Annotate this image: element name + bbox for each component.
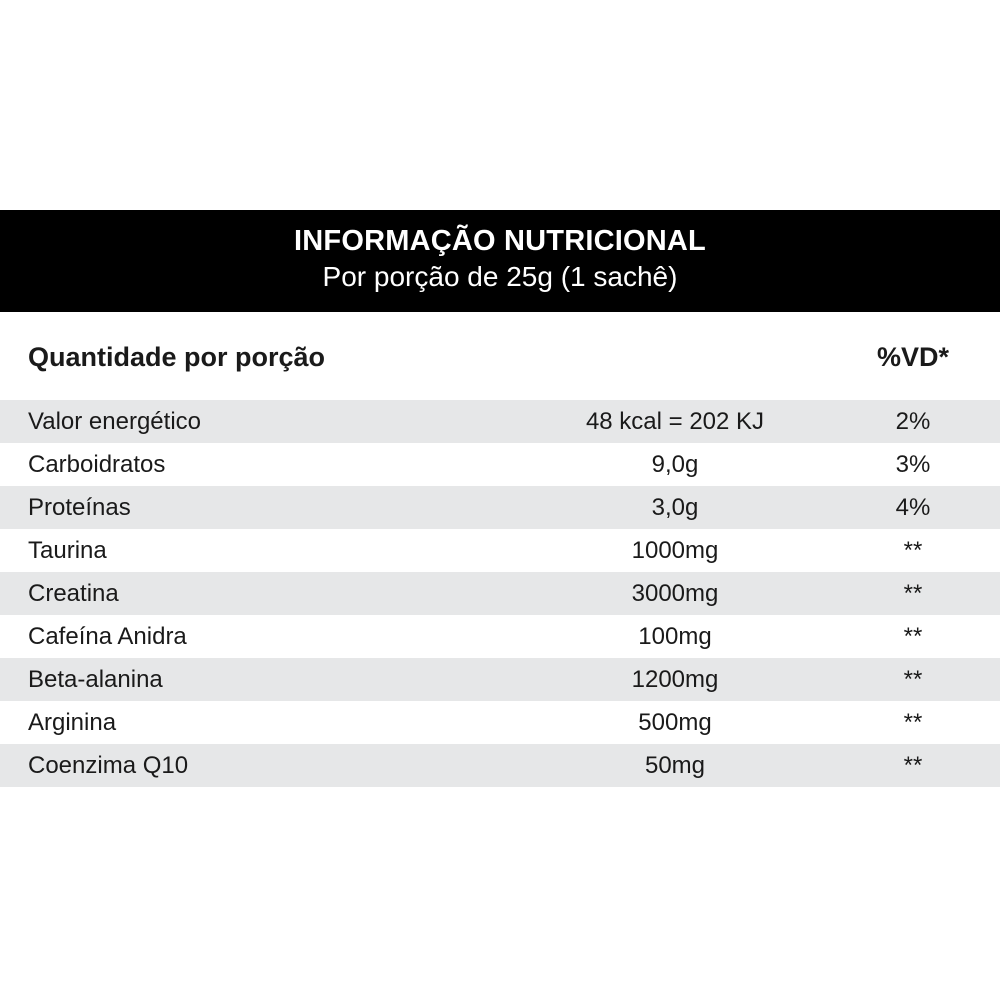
nutrient-name: Cafeína Anidra (28, 623, 187, 650)
table-row: Carboidratos 9,0g 3% (0, 443, 1000, 486)
nutrient-daily-value: ** (903, 580, 923, 607)
nutrient-amount: 9,0g (651, 451, 699, 478)
nutrient-amount: 3,0g (651, 494, 699, 521)
table-row: Coenzima Q10 50mg ** (0, 744, 1000, 787)
serving-size: Por porção de 25g (1 sachê) (322, 261, 678, 292)
nutrient-amount: 500mg (638, 709, 712, 736)
nutrient-daily-value: ** (903, 623, 923, 650)
nutrient-name: Taurina (28, 537, 107, 564)
nutrient-amount: 3000mg (631, 580, 719, 607)
column-header-quantity: Quantidade por porção (28, 342, 326, 372)
nutrient-daily-value: ** (903, 752, 923, 779)
table-row: Proteínas 3,0g 4% (0, 486, 1000, 529)
nutrient-daily-value: 4% (895, 494, 931, 521)
nutrient-amount: 100mg (638, 623, 712, 650)
nutrient-name: Arginina (28, 709, 117, 736)
nutrient-daily-value: 2% (895, 408, 931, 435)
nutrient-name: Beta-alanina (28, 666, 163, 693)
nutrient-name: Carboidratos (28, 451, 166, 478)
nutrition-title: INFORMAÇÃO NUTRICIONAL (294, 225, 706, 257)
nutrient-name: Proteínas (28, 494, 131, 521)
column-header-daily-value: %VD* (876, 342, 950, 372)
table-row: Arginina 500mg ** (0, 701, 1000, 744)
table-row: Valor energético 48 kcal = 202 KJ 2% (0, 400, 1000, 443)
nutrient-name: Creatina (28, 580, 119, 607)
nutrient-daily-value: ** (903, 709, 923, 736)
table-row: Cafeína Anidra 100mg ** (0, 615, 1000, 658)
nutrient-table: Valor energético 48 kcal = 202 KJ 2% Car… (0, 400, 1000, 787)
nutrient-name: Valor energético (28, 408, 201, 435)
nutrition-facts-panel: INFORMAÇÃO NUTRICIONAL Por porção de 25g… (0, 210, 1000, 787)
table-row: Beta-alanina 1200mg ** (0, 658, 1000, 701)
nutrient-daily-value: ** (903, 537, 923, 564)
nutrient-amount: 50mg (644, 752, 706, 779)
column-header-row: Quantidade por porção %VD* (0, 312, 1000, 400)
nutrient-daily-value: ** (903, 666, 923, 693)
nutrient-daily-value: 3% (895, 451, 931, 478)
nutrient-name: Coenzima Q10 (28, 752, 189, 779)
nutrient-amount: 1200mg (631, 666, 719, 693)
nutrient-amount: 48 kcal = 202 KJ (585, 408, 765, 435)
nutrient-amount: 1000mg (631, 537, 719, 564)
nutrition-header: INFORMAÇÃO NUTRICIONAL Por porção de 25g… (0, 210, 1000, 312)
table-row: Taurina 1000mg ** (0, 529, 1000, 572)
table-row: Creatina 3000mg ** (0, 572, 1000, 615)
